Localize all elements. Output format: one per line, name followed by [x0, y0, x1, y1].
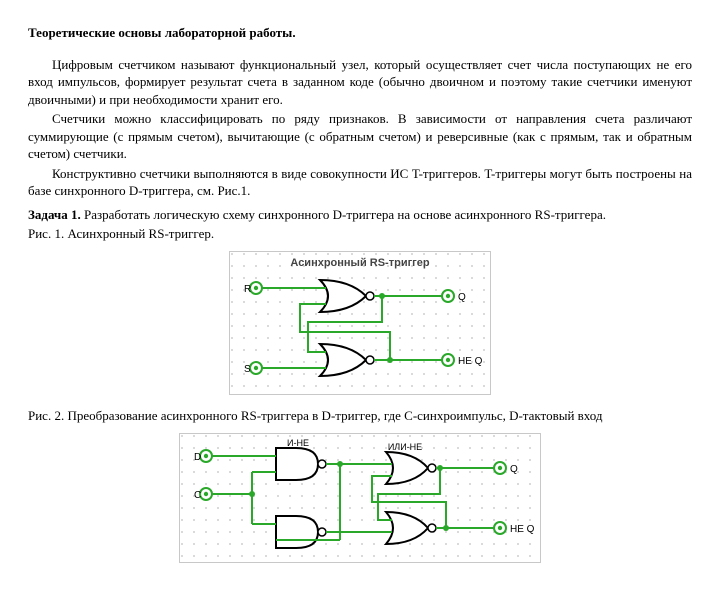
pin-c	[200, 488, 212, 500]
label-nor: ИЛИ-НЕ	[388, 442, 422, 452]
label-nq: НЕ Q	[458, 356, 483, 367]
label-q: Q	[458, 292, 466, 303]
label-d: D	[194, 452, 201, 463]
pin-q	[442, 290, 454, 302]
figure1-svg: 0 Асинхронный RS-триггер	[229, 251, 491, 395]
figure2-wrap: И-НЕ ИЛИ-НЕ D C	[28, 433, 692, 563]
pin-d	[200, 450, 212, 462]
task-text: Разработать логическую схему синхронного…	[81, 207, 606, 222]
label-q2: Q	[510, 464, 518, 475]
label-s: S	[244, 364, 251, 375]
pin-r	[250, 282, 262, 294]
paragraph-1: Цифровым счетчиком называют функциональн…	[28, 56, 692, 109]
task-line: Задача 1. Разработать логическую схему с…	[28, 206, 692, 224]
pin-nq	[442, 354, 454, 366]
task-label: Задача 1.	[28, 207, 81, 222]
figure2-svg: И-НЕ ИЛИ-НЕ D C	[179, 433, 541, 563]
figure1-label: Рис. 1. Асинхронный RS-триггер.	[28, 225, 692, 243]
figure2-caption: Рис. 2. Преобразование асинхронного RS-т…	[28, 407, 692, 425]
paragraph-2: Счетчики можно классифицировать по ряду …	[28, 110, 692, 163]
figure1-title: Асинхронный RS-триггер	[290, 257, 429, 269]
pin-s	[250, 362, 262, 374]
label-r: R	[244, 284, 251, 295]
label-c: C	[194, 490, 201, 501]
paragraph-3: Конструктивно счетчики выполняются в вид…	[28, 165, 692, 200]
pin-q2	[494, 462, 506, 474]
pin-nq2	[494, 522, 506, 534]
figure1-wrap: 0 Асинхронный RS-триггер	[28, 251, 692, 395]
label-nq2: НЕ Q	[510, 524, 535, 535]
label-nand: И-НЕ	[287, 438, 309, 448]
section-title: Теоретические основы лабораторной работы…	[28, 24, 692, 42]
